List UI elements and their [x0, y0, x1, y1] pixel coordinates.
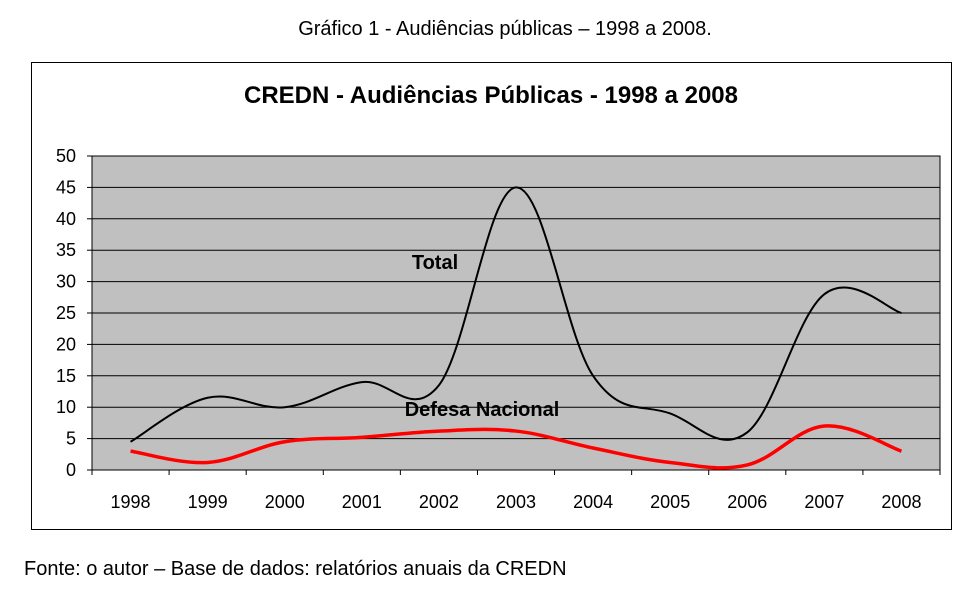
- x-tick-label-2006: 2006: [727, 492, 767, 512]
- x-tick-label-2005: 2005: [650, 492, 690, 512]
- y-tick-label-50: 50: [56, 146, 76, 166]
- x-tick-label-2003: 2003: [496, 492, 536, 512]
- y-tick-label-35: 35: [56, 240, 76, 260]
- y-tick-label-5: 5: [66, 429, 76, 449]
- y-tick-label-45: 45: [56, 177, 76, 197]
- y-tick-label-25: 25: [56, 303, 76, 323]
- y-tick-label-20: 20: [56, 334, 76, 354]
- y-tick-label-40: 40: [56, 209, 76, 229]
- y-tick-label-10: 10: [56, 397, 76, 417]
- x-tick-label-2008: 2008: [881, 492, 921, 512]
- y-tick-label-15: 15: [56, 366, 76, 386]
- x-tick-label-2001: 2001: [342, 492, 382, 512]
- figure-caption: Gráfico 1 - Audiências públicas – 1998 a…: [298, 18, 712, 40]
- x-tick-label-1998: 1998: [111, 492, 151, 512]
- y-tick-label-0: 0: [66, 460, 76, 480]
- x-tick-label-2002: 2002: [419, 492, 459, 512]
- annotation-defesa-nacional: Defesa Nacional: [405, 399, 560, 421]
- x-tick-label-2000: 2000: [265, 492, 305, 512]
- x-tick-label-1999: 1999: [188, 492, 228, 512]
- source-note: Fonte: o autor – Base de dados: relatóri…: [24, 558, 567, 580]
- x-tick-label-2004: 2004: [573, 492, 613, 512]
- chart-title: CREDN - Audiências Públicas - 1998 a 200…: [244, 82, 738, 109]
- x-tick-label-2007: 2007: [804, 492, 844, 512]
- annotation-total: Total: [412, 252, 458, 274]
- y-tick-label-30: 30: [56, 272, 76, 292]
